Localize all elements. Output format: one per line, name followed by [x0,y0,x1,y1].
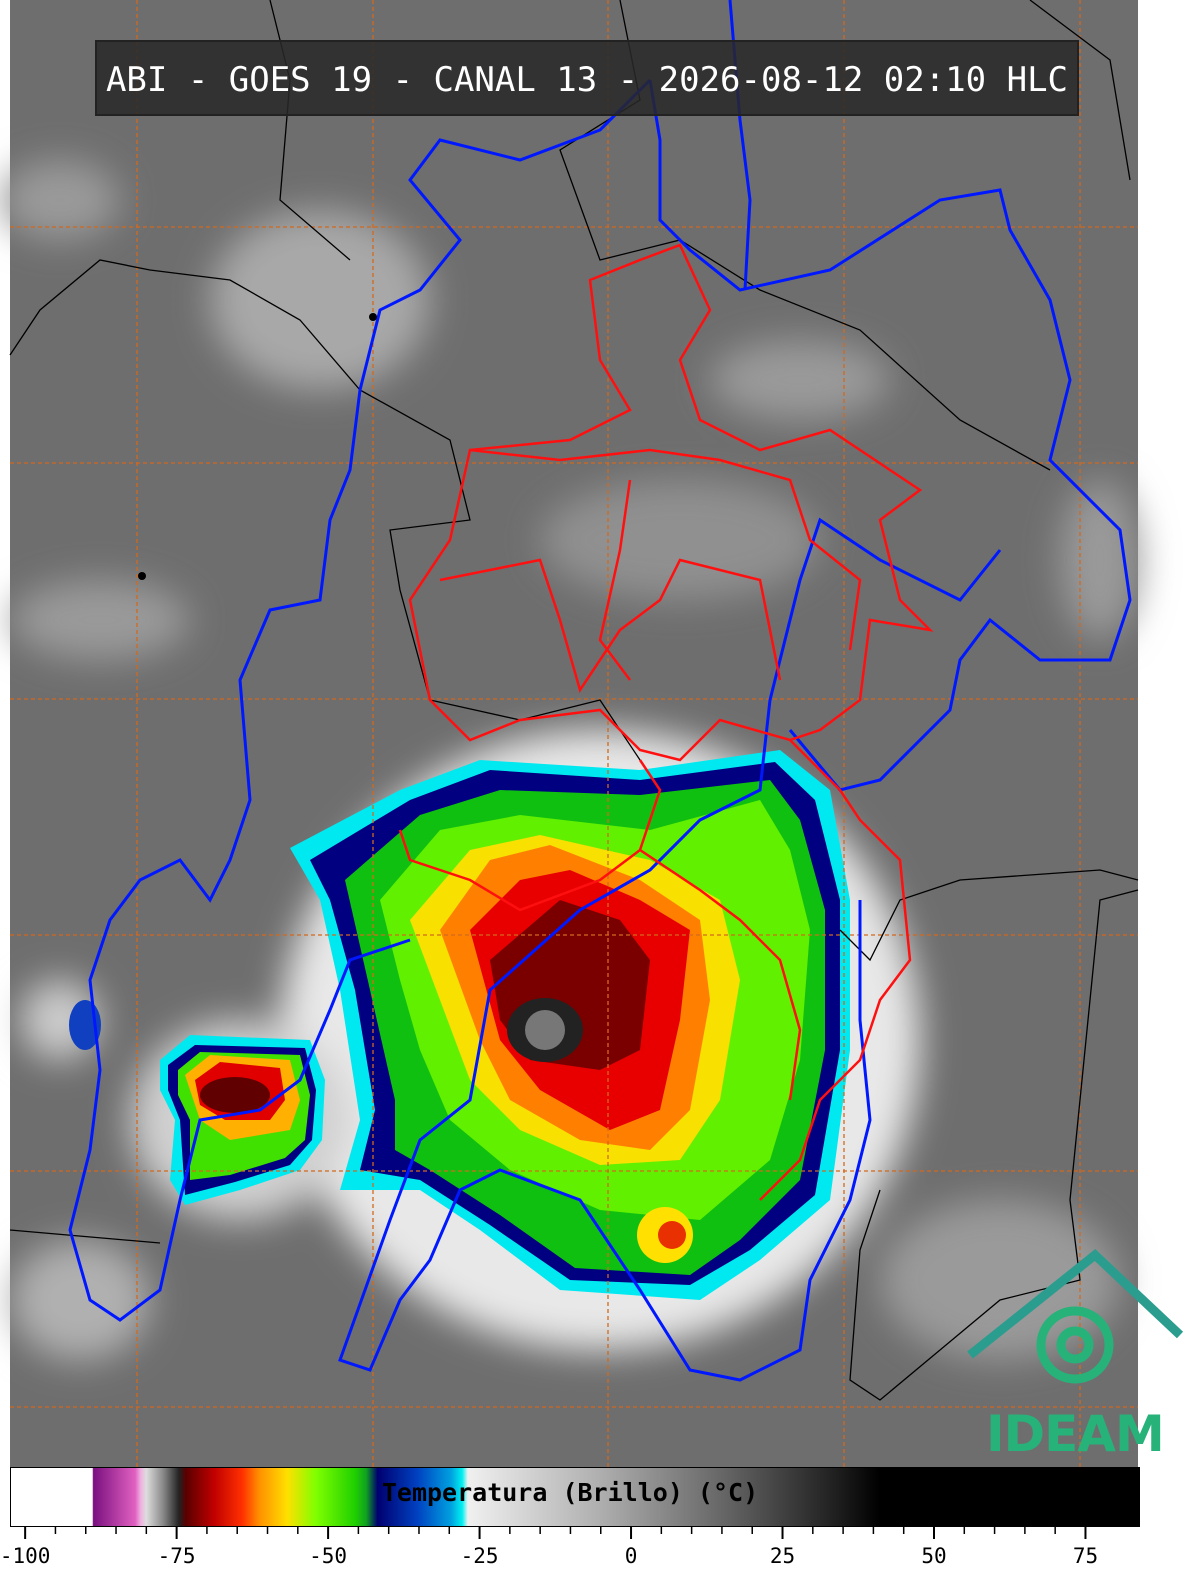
tick-label: 50 [921,1544,946,1568]
tick-label: -50 [309,1544,347,1568]
storm-main [290,750,850,1300]
colorbar-label: Temperatura (Brillo) (°C) [381,1478,759,1507]
ideam-logo-mark [967,1249,1184,1384]
dept-borders-red [398,243,934,1201]
storm-small [69,1000,325,1205]
tick-label: 25 [770,1544,795,1568]
image-title: ABI - GOES 19 - CANAL 13 - 2026-08-12 02… [95,40,1079,116]
tick-label: -75 [158,1544,196,1568]
satellite-map [0,0,1184,1467]
colorbar [10,1467,1140,1527]
colorbar-axis: -100 -75 -50 -25 0 25 50 75 [0,1527,1098,1568]
tick-label: -100 [0,1544,50,1568]
tick-label: 75 [1073,1544,1098,1568]
logo-text: IDEAM [986,1405,1165,1463]
tick-label: -25 [461,1544,499,1568]
tick-label: 0 [625,1544,638,1568]
graticule [10,0,1138,1467]
